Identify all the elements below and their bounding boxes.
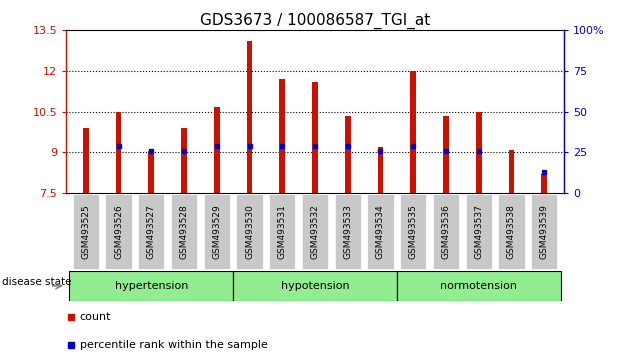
Bar [233, 271, 397, 301]
Bar [541, 174, 547, 193]
Bar [214, 107, 220, 193]
Text: GSM493527: GSM493527 [147, 205, 156, 259]
Bar [410, 71, 416, 193]
Bar [345, 115, 351, 193]
Text: GSM493537: GSM493537 [474, 204, 483, 259]
FancyBboxPatch shape [72, 194, 99, 269]
Bar [148, 151, 154, 193]
Text: GSM493533: GSM493533 [343, 204, 352, 259]
FancyBboxPatch shape [335, 194, 361, 269]
Bar [279, 79, 285, 193]
FancyBboxPatch shape [367, 194, 394, 269]
FancyBboxPatch shape [302, 194, 328, 269]
Text: GSM493528: GSM493528 [180, 205, 188, 259]
Bar [181, 128, 187, 193]
Text: GSM493526: GSM493526 [114, 205, 123, 259]
FancyBboxPatch shape [203, 194, 230, 269]
Text: percentile rank within the sample: percentile rank within the sample [79, 340, 268, 350]
Bar [443, 115, 449, 193]
FancyBboxPatch shape [171, 194, 197, 269]
FancyBboxPatch shape [498, 194, 525, 269]
Bar [115, 112, 122, 193]
Text: GSM493531: GSM493531 [278, 204, 287, 259]
FancyBboxPatch shape [138, 194, 164, 269]
Text: GSM493536: GSM493536 [442, 204, 450, 259]
Bar [246, 41, 253, 193]
FancyBboxPatch shape [466, 194, 492, 269]
FancyBboxPatch shape [400, 194, 427, 269]
Text: GSM493538: GSM493538 [507, 204, 516, 259]
Text: GSM493535: GSM493535 [409, 204, 418, 259]
Text: count: count [79, 312, 111, 322]
Text: GSM493539: GSM493539 [540, 204, 549, 259]
Bar [377, 147, 384, 193]
FancyBboxPatch shape [236, 194, 263, 269]
Text: GSM493530: GSM493530 [245, 204, 254, 259]
Text: GSM493529: GSM493529 [212, 205, 221, 259]
Text: disease state: disease state [2, 277, 71, 287]
Bar [312, 82, 318, 193]
Bar [476, 112, 482, 193]
Text: hypertension: hypertension [115, 281, 188, 291]
Bar [69, 271, 233, 301]
FancyBboxPatch shape [433, 194, 459, 269]
Title: GDS3673 / 100086587_TGI_at: GDS3673 / 100086587_TGI_at [200, 12, 430, 29]
Bar [83, 128, 89, 193]
Text: GSM493525: GSM493525 [81, 205, 90, 259]
Text: GSM493534: GSM493534 [376, 205, 385, 259]
Text: normotension: normotension [440, 281, 517, 291]
Bar [508, 149, 515, 193]
FancyBboxPatch shape [105, 194, 132, 269]
Text: hypotension: hypotension [281, 281, 349, 291]
Bar [397, 271, 561, 301]
FancyBboxPatch shape [531, 194, 558, 269]
FancyBboxPatch shape [269, 194, 295, 269]
Text: GSM493532: GSM493532 [311, 205, 319, 259]
